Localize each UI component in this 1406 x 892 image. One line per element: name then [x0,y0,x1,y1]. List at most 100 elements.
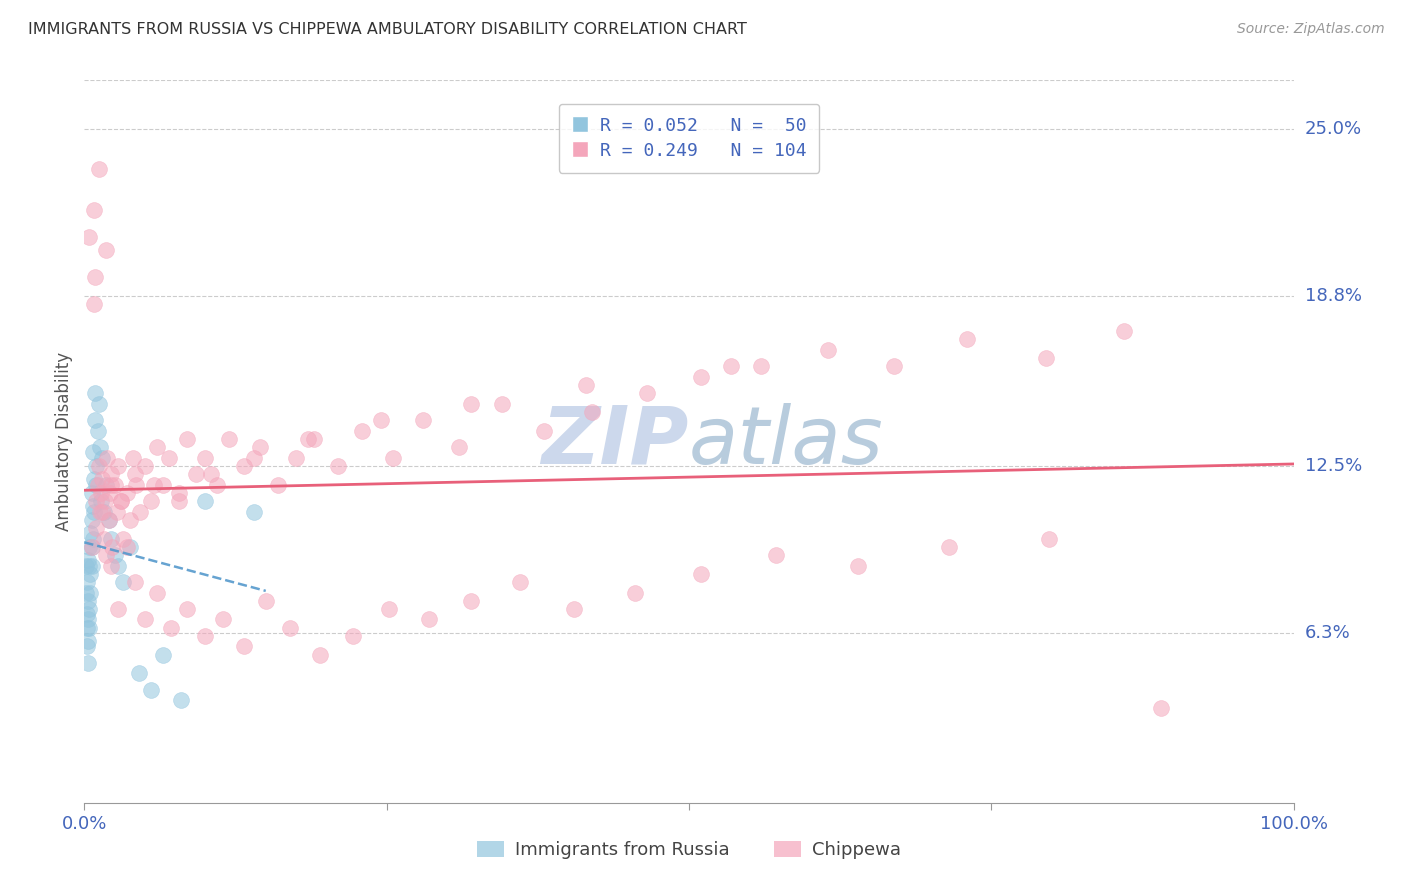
Point [107,558,129,573]
Point [134,612,156,626]
Point [75,558,97,573]
Point [77,540,100,554]
Point [1038,532,1060,546]
Point [91,450,114,465]
Point [412,413,434,427]
Point [124,574,146,589]
Point [297,432,319,446]
Point [120,513,142,527]
Point [249,440,271,454]
Point [184,467,207,481]
Point [112,532,135,546]
Point [80,485,103,500]
Point [89,505,111,519]
Point [97,513,120,527]
Point [96,450,118,465]
Point [86,424,108,438]
Point [94,493,117,508]
Point [129,505,152,519]
Point [278,621,301,635]
Point [77,634,100,648]
Point [846,558,869,573]
Point [883,359,905,373]
Point [690,566,713,581]
Point [91,505,114,519]
Point [76,607,98,621]
Point [817,343,839,357]
Text: IMMIGRANTS FROM RUSSIA VS CHIPPEWA AMBULATORY DISABILITY CORRELATION CHART: IMMIGRANTS FROM RUSSIA VS CHIPPEWA AMBUL… [28,22,747,37]
Text: ZIP: ZIP [541,402,689,481]
Point [76,621,98,635]
Point [110,493,132,508]
Point [83,297,105,311]
Point [100,532,122,546]
Point [93,505,115,519]
Point [284,450,308,465]
Point [938,540,960,554]
Point [242,450,264,465]
Point [581,405,603,419]
Point [460,593,482,607]
Point [720,359,742,373]
Point [765,548,787,562]
Point [91,472,114,486]
Point [491,397,513,411]
Point [104,548,127,562]
Point [139,493,162,508]
Point [80,558,103,573]
Text: 25.0%: 25.0% [1305,120,1362,137]
Point [120,540,142,554]
Point [623,585,645,599]
Point [342,629,364,643]
Point [87,458,110,473]
Point [218,432,240,446]
Point [115,485,138,500]
Point [690,369,713,384]
Point [77,612,100,626]
Point [352,424,374,438]
Point [82,445,104,459]
Point [139,682,162,697]
Point [160,621,183,635]
Point [98,485,121,500]
Point [86,458,108,473]
Point [100,477,122,491]
Point [233,640,256,654]
Point [75,585,97,599]
Text: 6.3%: 6.3% [1305,624,1350,642]
Point [302,432,325,446]
Point [87,162,110,177]
Point [112,574,135,589]
Point [79,585,101,599]
Point [77,558,100,573]
Point [79,566,101,581]
Point [509,574,531,589]
Point [176,601,198,615]
Point [115,540,138,554]
Point [77,593,100,607]
Point [86,477,108,491]
Point [233,458,256,473]
Point [152,477,174,491]
Point [378,601,401,615]
Point [533,424,555,438]
Point [146,440,169,454]
Point [84,413,107,427]
Point [381,450,404,465]
Point [90,493,112,508]
Point [418,612,440,626]
Point [86,493,108,508]
Point [370,413,392,427]
Point [242,505,264,519]
Point [77,553,100,567]
Point [76,574,98,589]
Point [1149,701,1171,715]
Point [267,477,290,491]
Point [89,440,111,454]
Point [170,693,193,707]
Point [146,585,169,599]
Point [212,612,235,626]
Point [100,558,122,573]
Point [93,532,115,546]
Point [90,485,112,500]
